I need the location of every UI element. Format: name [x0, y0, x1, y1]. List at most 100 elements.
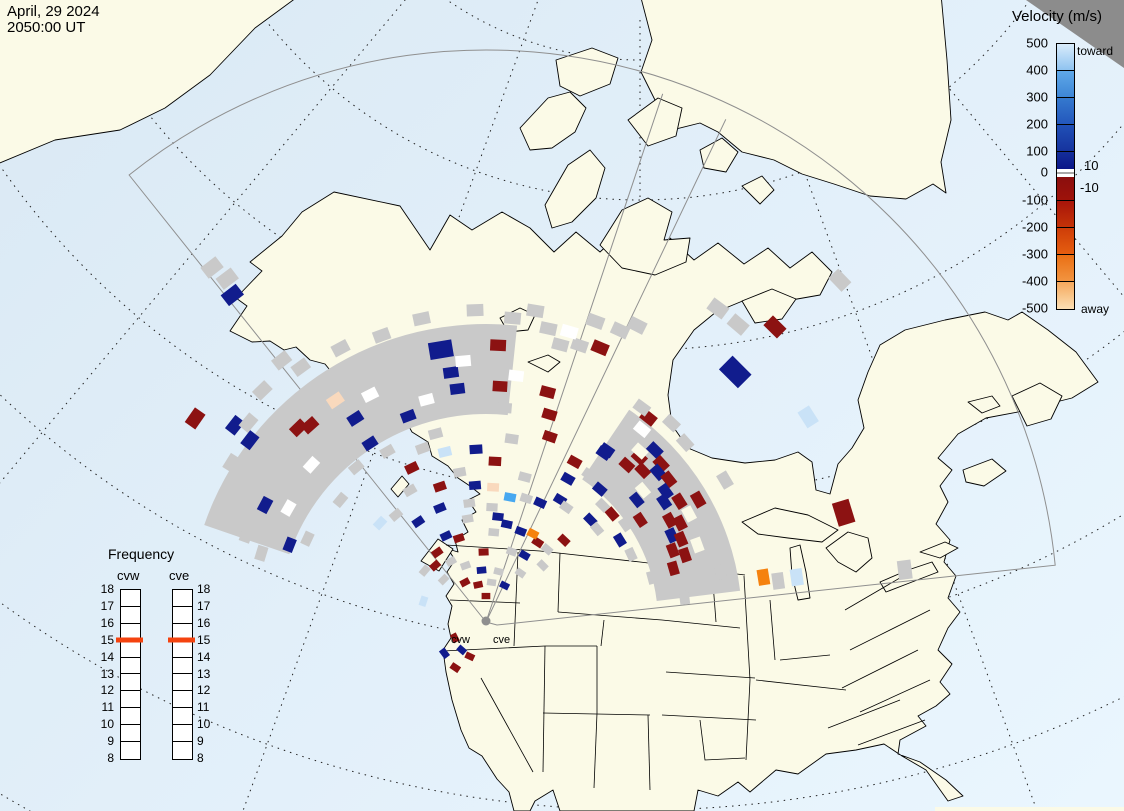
- velocity-cell: [797, 405, 819, 429]
- frequency-tick-label: 11: [197, 700, 210, 715]
- velocity-cell: [332, 491, 349, 509]
- velocity-tick-label: 300: [1026, 89, 1048, 105]
- velocity-tick-label: -500: [1021, 300, 1048, 316]
- velocity-cell: [489, 339, 507, 352]
- map-radar-label-cve: cve: [493, 634, 511, 646]
- velocity-cell: [388, 507, 404, 522]
- frequency-tick-label: 8: [197, 751, 204, 765]
- velocity-cell: [444, 555, 458, 568]
- velocity-cell: [652, 454, 670, 473]
- frequency-cell: [173, 708, 192, 726]
- frequency-marker: [116, 637, 143, 643]
- frequency-tick-label: 8: [107, 751, 114, 765]
- velocity-cell: [200, 256, 224, 279]
- velocity-cell: [476, 566, 487, 574]
- velocity-cell: [438, 647, 451, 660]
- ground-scatter-band: [204, 323, 518, 555]
- velocity-cell: [590, 339, 610, 357]
- velocity-cell: [505, 546, 518, 557]
- velocity-cell: [612, 532, 627, 548]
- velocity-cell: [609, 321, 631, 340]
- velocity-cell: [673, 530, 689, 548]
- toward-label: toward: [1077, 44, 1114, 58]
- velocity-cell: [771, 572, 786, 590]
- velocity-cell: [238, 412, 259, 433]
- frequency-tick-label: 9: [107, 734, 114, 749]
- velocity-cell: [531, 536, 545, 549]
- velocity-cell: [657, 482, 674, 501]
- velocity-cell: [497, 402, 513, 414]
- frequency-tick-label: 12: [100, 683, 114, 698]
- velocity-cell: [661, 413, 682, 433]
- colorbar-segment: [1057, 71, 1074, 98]
- velocity-cell: [585, 312, 606, 330]
- velocity-cell: [557, 533, 571, 547]
- velocity-cell: [696, 575, 709, 592]
- velocity-cell: [661, 511, 678, 529]
- lake-superior: [741, 507, 839, 543]
- velocity-cell: [300, 415, 320, 435]
- colorbar-segment: [1057, 228, 1074, 255]
- bottom-edge-strip: [935, 807, 1124, 811]
- velocity-cell: [492, 512, 504, 522]
- frequency-cell: [121, 691, 140, 709]
- velocity-cell: [379, 443, 396, 459]
- velocity-tick-label: 400: [1026, 62, 1048, 78]
- velocity-cell: [617, 516, 633, 533]
- colorbar-segment: [1057, 201, 1074, 228]
- velocity-cell: [726, 313, 750, 336]
- velocity-cell: [452, 466, 467, 478]
- velocity-cell: [439, 530, 453, 542]
- radar-site-dot: [481, 616, 491, 626]
- velocity-cell: [541, 429, 558, 444]
- velocity-cell: [486, 482, 500, 492]
- velocity-cell: [714, 563, 728, 581]
- velocity-tick-label: 500: [1026, 35, 1048, 51]
- frequency-cell: [173, 590, 192, 607]
- frequency-tick-label: 12: [197, 683, 211, 698]
- frequency-cell: [173, 641, 192, 658]
- velocity-cell: [220, 283, 245, 307]
- landmasses: [0, 0, 1099, 811]
- velocity-colorbar: [1056, 43, 1075, 310]
- frequency-tick-label: 15: [100, 632, 114, 647]
- velocity-cell: [361, 435, 379, 452]
- velocity-cell: [589, 521, 605, 537]
- frequency-tick-label: 14: [197, 649, 211, 664]
- inner-positive-label: 10: [1084, 158, 1099, 173]
- colorbar-zero-line: [1057, 172, 1074, 174]
- velocity-cell: [828, 268, 852, 292]
- velocity-cell: [466, 303, 484, 317]
- velocity-cell: [290, 357, 312, 377]
- velocity-cell: [583, 512, 598, 528]
- velocity-cell: [716, 470, 734, 490]
- arctic-island: [519, 91, 587, 151]
- velocity-cell: [632, 420, 652, 439]
- velocity-cell: [347, 459, 365, 476]
- velocity-cell: [449, 382, 466, 395]
- velocity-cell: [399, 408, 417, 424]
- velocity-cell: [675, 433, 695, 453]
- frequency-tick-label: 17: [100, 598, 114, 613]
- victoria-island: [599, 197, 691, 276]
- velocity-cell: [240, 430, 260, 451]
- greenland-ellesmere: [640, 0, 952, 200]
- velocity-cell: [468, 480, 482, 491]
- colorbar-segment: [1057, 282, 1074, 309]
- velocity-cell: [215, 267, 239, 290]
- velocity-cell: [282, 536, 297, 554]
- velocity-cell: [411, 515, 426, 529]
- arctic-island: [741, 175, 775, 205]
- velocity-cell: [302, 455, 321, 474]
- frequency-cell: [121, 675, 140, 692]
- frequency-cell: [121, 708, 140, 726]
- velocity-cell: [455, 354, 472, 368]
- velocity-cell: [428, 559, 442, 572]
- frequency-tick-label: 10: [197, 717, 211, 732]
- frequency-cell: [121, 590, 140, 607]
- velocity-cell: [486, 502, 498, 512]
- velocity-cell: [224, 414, 245, 436]
- frequency-cell: [173, 607, 192, 624]
- nova-scotia: [962, 458, 1007, 487]
